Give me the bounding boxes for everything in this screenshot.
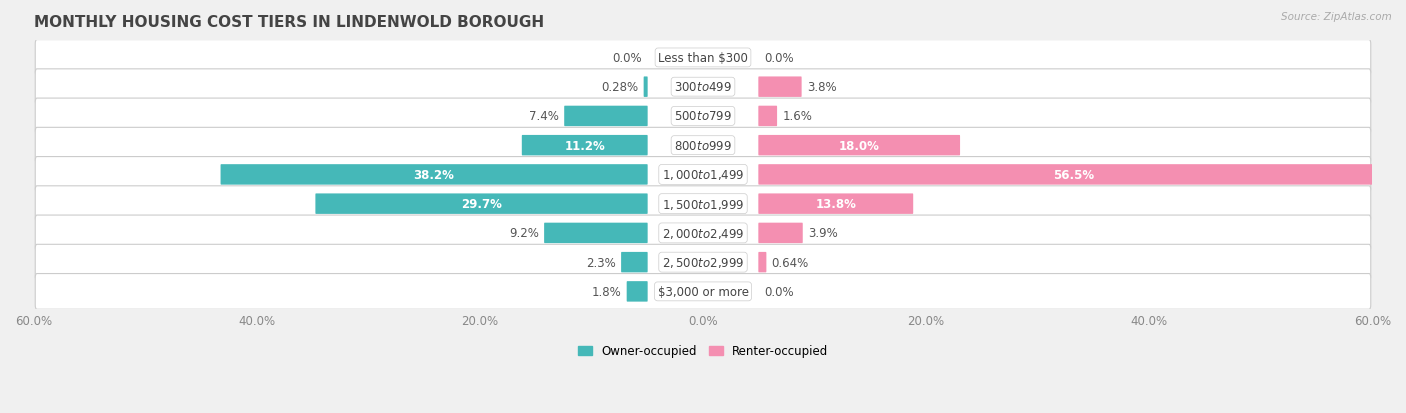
- Text: $2,500 to $2,999: $2,500 to $2,999: [662, 256, 744, 270]
- FancyBboxPatch shape: [627, 282, 648, 302]
- FancyBboxPatch shape: [758, 223, 803, 244]
- FancyBboxPatch shape: [564, 107, 648, 127]
- Text: 9.2%: 9.2%: [509, 227, 538, 240]
- Text: 0.0%: 0.0%: [765, 285, 794, 298]
- Text: 7.4%: 7.4%: [529, 110, 560, 123]
- FancyBboxPatch shape: [35, 157, 1371, 193]
- FancyBboxPatch shape: [315, 194, 648, 214]
- FancyBboxPatch shape: [35, 216, 1371, 251]
- FancyBboxPatch shape: [758, 165, 1389, 185]
- FancyBboxPatch shape: [35, 40, 1371, 76]
- Text: 1.6%: 1.6%: [782, 110, 813, 123]
- Legend: Owner-occupied, Renter-occupied: Owner-occupied, Renter-occupied: [572, 340, 834, 362]
- FancyBboxPatch shape: [35, 70, 1371, 105]
- FancyBboxPatch shape: [758, 107, 778, 127]
- Text: $800 to $999: $800 to $999: [673, 139, 733, 152]
- Text: 29.7%: 29.7%: [461, 198, 502, 211]
- Text: 0.0%: 0.0%: [612, 52, 641, 65]
- Text: Source: ZipAtlas.com: Source: ZipAtlas.com: [1281, 12, 1392, 22]
- FancyBboxPatch shape: [35, 128, 1371, 164]
- FancyBboxPatch shape: [644, 77, 648, 98]
- Text: 38.2%: 38.2%: [413, 169, 454, 181]
- Text: 56.5%: 56.5%: [1053, 169, 1094, 181]
- FancyBboxPatch shape: [35, 99, 1371, 135]
- Text: $1,000 to $1,499: $1,000 to $1,499: [662, 168, 744, 182]
- FancyBboxPatch shape: [522, 135, 648, 156]
- Text: 18.0%: 18.0%: [839, 139, 880, 152]
- FancyBboxPatch shape: [544, 223, 648, 244]
- Text: 1.8%: 1.8%: [592, 285, 621, 298]
- FancyBboxPatch shape: [758, 194, 914, 214]
- Text: 11.2%: 11.2%: [564, 139, 605, 152]
- Text: $2,000 to $2,499: $2,000 to $2,499: [662, 226, 744, 240]
- Text: $500 to $799: $500 to $799: [673, 110, 733, 123]
- Text: 13.8%: 13.8%: [815, 198, 856, 211]
- Text: 0.0%: 0.0%: [765, 52, 794, 65]
- Text: $1,500 to $1,999: $1,500 to $1,999: [662, 197, 744, 211]
- FancyBboxPatch shape: [35, 186, 1371, 222]
- FancyBboxPatch shape: [35, 274, 1371, 309]
- FancyBboxPatch shape: [35, 245, 1371, 280]
- Text: MONTHLY HOUSING COST TIERS IN LINDENWOLD BOROUGH: MONTHLY HOUSING COST TIERS IN LINDENWOLD…: [34, 15, 544, 30]
- Text: 2.3%: 2.3%: [586, 256, 616, 269]
- FancyBboxPatch shape: [621, 252, 648, 273]
- Text: 3.8%: 3.8%: [807, 81, 837, 94]
- FancyBboxPatch shape: [758, 77, 801, 98]
- Text: 0.64%: 0.64%: [772, 256, 808, 269]
- FancyBboxPatch shape: [758, 135, 960, 156]
- Text: 0.28%: 0.28%: [602, 81, 638, 94]
- FancyBboxPatch shape: [221, 165, 648, 185]
- Text: $3,000 or more: $3,000 or more: [658, 285, 748, 298]
- FancyBboxPatch shape: [758, 252, 766, 273]
- Text: 3.9%: 3.9%: [808, 227, 838, 240]
- Text: Less than $300: Less than $300: [658, 52, 748, 65]
- Text: $300 to $499: $300 to $499: [673, 81, 733, 94]
